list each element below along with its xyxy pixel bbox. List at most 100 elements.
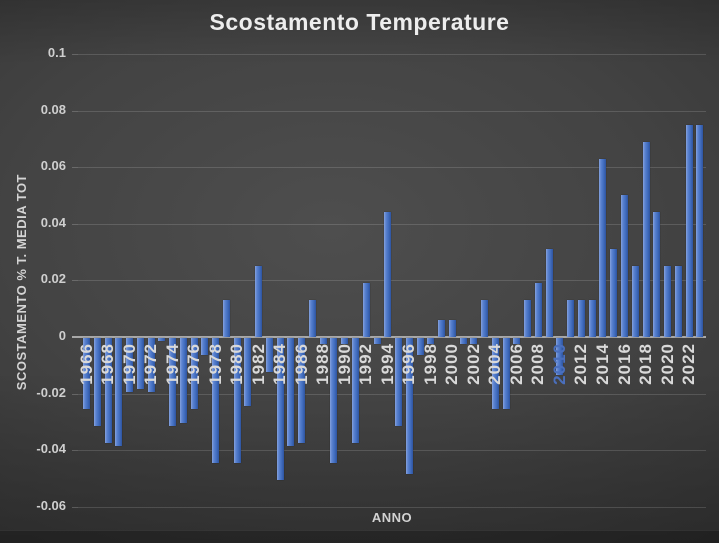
- bar-1987: [308, 300, 316, 337]
- bar-1989: [330, 338, 338, 463]
- bar-1978: [212, 338, 220, 463]
- bar-1986: [298, 338, 306, 443]
- axis-tick: [72, 280, 78, 282]
- zero-axis-line: [72, 336, 706, 338]
- bar-1992: [362, 283, 370, 337]
- bar-1968: [104, 338, 112, 443]
- bar-1975: [179, 338, 187, 423]
- bar-1998: [427, 338, 435, 344]
- gridline: [78, 53, 706, 55]
- bar-1966: [83, 338, 90, 409]
- x-label-2010: 2010: [549, 343, 569, 385]
- bar-2005: [502, 338, 510, 409]
- bar-2004: [491, 338, 499, 409]
- x-label-2016: 2016: [614, 343, 634, 385]
- x-label-2000: 2000: [442, 343, 462, 385]
- plot-area: 1966 1968 1970 1972 1974 1976 1978 1980 1982 1984…: [72, 53, 706, 508]
- bar-1971: [136, 338, 144, 389]
- gridline: [78, 223, 706, 225]
- x-label-1980: 1980: [227, 343, 247, 385]
- axis-tick: [72, 393, 78, 395]
- bar-2002: [470, 338, 478, 344]
- bar-2014: [599, 158, 607, 337]
- y-tick-label: 0.08: [40, 101, 66, 117]
- axis-tick: [72, 506, 78, 508]
- bar-1988: [319, 338, 327, 344]
- bar-1977: [201, 338, 209, 355]
- x-label-1988: 1988: [313, 343, 333, 385]
- bar-1979: [222, 300, 230, 337]
- x-label-2018: 2018: [636, 343, 656, 385]
- gridline: [78, 506, 706, 508]
- bar-1996: [405, 338, 413, 474]
- bar-1980: [233, 338, 241, 463]
- x-label-1986: 1986: [291, 343, 311, 385]
- chart-title: Scostamento Temperature: [209, 9, 510, 35]
- x-label-1984: 1984: [270, 343, 290, 385]
- y-tick-label: 0.04: [40, 214, 66, 230]
- axis-tick: [72, 53, 78, 55]
- bar-1974: [169, 338, 177, 426]
- x-label-1978: 1978: [205, 343, 225, 385]
- x-label-1970: 1970: [119, 343, 139, 385]
- bar-1969: [115, 338, 123, 446]
- y-tick-label: -0.04: [36, 441, 66, 457]
- axis-tick: [72, 167, 78, 169]
- x-label-2006: 2006: [506, 343, 526, 385]
- x-label-1994: 1994: [377, 343, 397, 385]
- bar-1982: [255, 266, 263, 337]
- bar-2003: [481, 300, 489, 337]
- bar-2022: [685, 124, 693, 337]
- x-label-1974: 1974: [162, 343, 182, 385]
- bar-1994: [384, 212, 392, 337]
- bar-1997: [416, 338, 424, 355]
- y-tick-label: 0.02: [40, 271, 66, 287]
- bar-1973: [158, 338, 166, 341]
- x-axis-title: ANNO: [371, 510, 413, 525]
- bar-2020: [664, 266, 672, 337]
- bar-2011: [567, 300, 575, 337]
- gridline: [78, 393, 706, 395]
- bar-2015: [610, 249, 618, 337]
- bar-1984: [276, 338, 284, 480]
- bar-2021: [674, 266, 682, 337]
- bar-1999: [438, 320, 446, 337]
- x-label-2002: 2002: [463, 343, 483, 385]
- x-label-1972: 1972: [141, 343, 161, 385]
- bar-1985: [287, 338, 295, 446]
- bar-2009: [545, 249, 553, 337]
- x-label-2022: 2022: [679, 343, 699, 385]
- y-tick-label: 0.06: [40, 158, 66, 174]
- x-label-1990: 1990: [334, 343, 354, 385]
- bar-2019: [653, 212, 661, 337]
- x-label-2012: 2012: [571, 343, 591, 385]
- bar-2023: [696, 124, 704, 337]
- gridline: [78, 110, 706, 112]
- y-tick-label: -0.06: [36, 497, 66, 513]
- y-tick-label: 0.1: [47, 44, 66, 60]
- x-label-1992: 1992: [356, 343, 376, 385]
- bar-2012: [577, 300, 585, 337]
- bar-1991: [352, 338, 359, 443]
- bar-2017: [631, 266, 639, 337]
- x-label-1998: 1998: [420, 343, 440, 385]
- x-label-2004: 2004: [485, 343, 505, 385]
- x-label-2020: 2020: [657, 343, 677, 385]
- x-label-1982: 1982: [248, 343, 268, 385]
- x-label-2014: 2014: [592, 343, 612, 385]
- x-label-1976: 1976: [184, 343, 204, 385]
- gridline: [78, 450, 706, 452]
- x-label-2008: 2008: [528, 343, 548, 385]
- x-label-1968: 1968: [98, 343, 118, 385]
- bar-1995: [395, 338, 403, 426]
- bar-1983: [265, 338, 273, 372]
- bar-1981: [244, 338, 252, 406]
- bar-2016: [621, 195, 628, 337]
- axis-tick: [72, 110, 78, 112]
- bar-1970: [126, 338, 134, 392]
- bar-1967: [93, 338, 101, 426]
- bar-2001: [459, 338, 467, 344]
- bar-1976: [190, 338, 198, 409]
- bar-2013: [588, 300, 596, 337]
